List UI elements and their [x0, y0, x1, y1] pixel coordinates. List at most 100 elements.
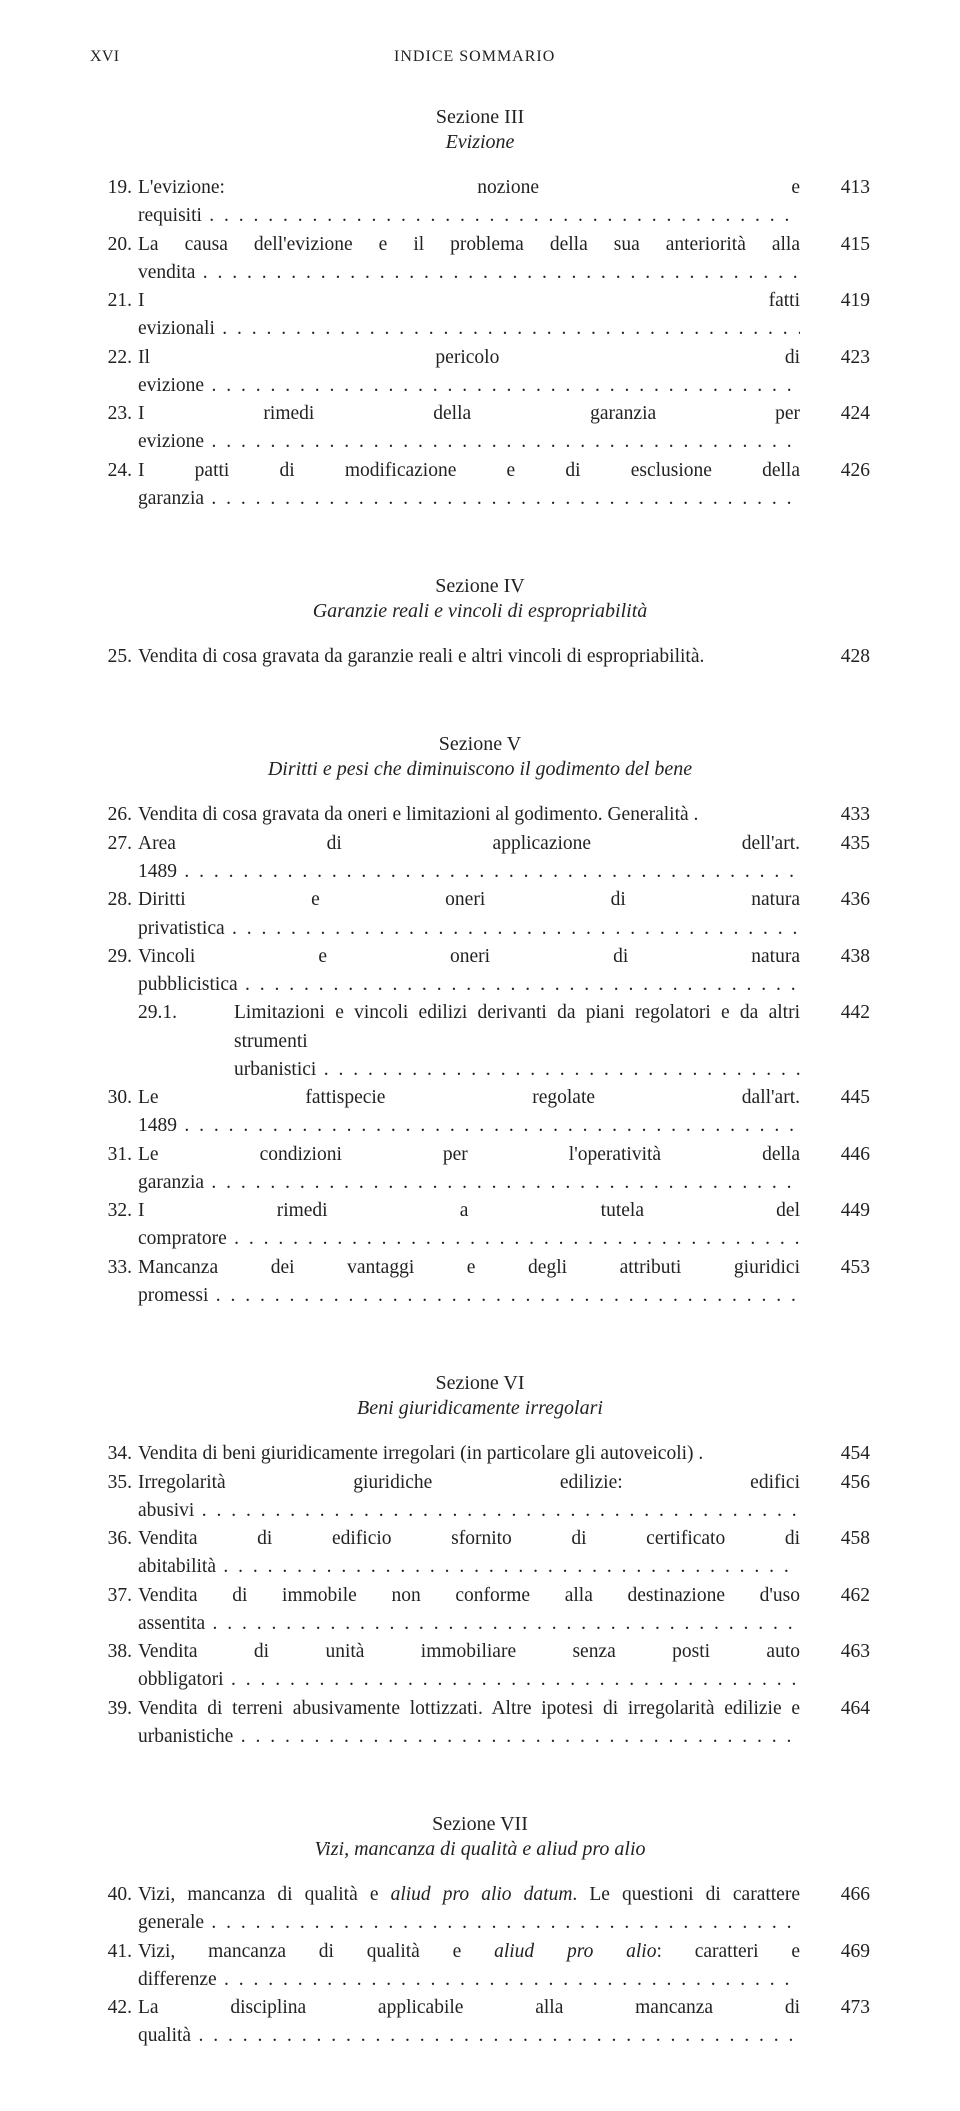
- page-number-top: XVI: [90, 48, 119, 66]
- toc-entry-text: Vendita di cosa gravata da garanzie real…: [138, 643, 800, 671]
- section-subtitle: Garanzie reali e vincoli di espropriabil…: [90, 600, 870, 623]
- toc-entry: 22.Il pericolo di evizione423: [90, 344, 870, 401]
- toc-entry: 30.Le fattispecie regolate dall'art. 148…: [90, 1084, 870, 1141]
- toc-entry-text: I rimedi a tutela del compratore: [138, 1197, 800, 1254]
- toc-entry-page: 424: [800, 400, 870, 428]
- toc-entry: 25.Vendita di cosa gravata da garanzie r…: [90, 643, 870, 671]
- toc-entry-text: Vendita di beni giuridicamente irregolar…: [138, 1440, 800, 1468]
- toc-entry-page: 423: [800, 344, 870, 372]
- toc-entry: 35.Irregolarità giuridiche edilizie: edi…: [90, 1469, 870, 1526]
- toc-entry-page: 442: [800, 999, 870, 1027]
- toc-list: 26.Vendita di cosa gravata da oneri e li…: [90, 801, 870, 1310]
- toc-entry-text: I patti di modificazione e di esclusione…: [138, 457, 800, 514]
- toc-entry-page: 453: [800, 1254, 870, 1282]
- toc-entry-text: I fatti evizionali: [138, 287, 800, 344]
- section-title: Sezione III: [90, 106, 870, 129]
- toc-entry: 36.Vendita di edificio sfornito di certi…: [90, 1525, 870, 1582]
- toc-entry: 42.La disciplina applicabile alla mancan…: [90, 1994, 870, 2051]
- toc-entry-page: 426: [800, 457, 870, 485]
- toc-entry-text: L'evizione: nozione e requisiti: [138, 174, 800, 231]
- toc-entry-page: 449: [800, 1197, 870, 1225]
- section-title: Sezione VI: [90, 1372, 870, 1395]
- toc-entry: 26.Vendita di cosa gravata da oneri e li…: [90, 801, 870, 829]
- toc-entry-number: 25.: [90, 643, 138, 671]
- toc-entry: 21.I fatti evizionali419: [90, 287, 870, 344]
- toc-entry: 40.Vizi, mancanza di qualità e aliud pro…: [90, 1881, 870, 1938]
- section-heading: Sezione IIIEvizione: [90, 106, 870, 154]
- toc-entry-text: Vendita di cosa gravata da oneri e limit…: [138, 801, 800, 829]
- toc-entry-number: 42.: [90, 1994, 138, 2022]
- toc-entry-text: Irregolarità giuridiche edilizie: edific…: [138, 1469, 800, 1526]
- toc-entry-page: 435: [800, 830, 870, 858]
- toc-entry-number: 28.: [90, 886, 138, 914]
- toc-entry-text: Mancanza dei vantaggi e degli attributi …: [138, 1254, 800, 1311]
- toc-entry-text: Vincoli e oneri di natura pubblicistica: [138, 943, 800, 1000]
- toc-entry-number: 27.: [90, 830, 138, 858]
- toc-list: 19.L'evizione: nozione e requisiti413 20.…: [90, 174, 870, 513]
- toc-entry: 38.Vendita di unità immobiliare senza po…: [90, 1638, 870, 1695]
- toc-entry: 32.I rimedi a tutela del compratore449: [90, 1197, 870, 1254]
- toc-entry-page: 456: [800, 1469, 870, 1497]
- section-title: Sezione V: [90, 733, 870, 756]
- section-title: Sezione IV: [90, 575, 870, 598]
- toc-entry: 29.Vincoli e oneri di natura pubblicisti…: [90, 943, 870, 1000]
- toc-entry: 20.La causa dell'evizione e il problema …: [90, 231, 870, 288]
- toc-entry: 41.Vizi, mancanza di qualità e aliud pro…: [90, 1938, 870, 1995]
- toc-entry: 27.Area di applicazione dell'art. 148943…: [90, 830, 870, 887]
- toc-entry-page: 436: [800, 886, 870, 914]
- toc-entry-text: Vendita di terreni abusivamente lottizza…: [138, 1695, 800, 1752]
- section-subtitle: Evizione: [90, 131, 870, 154]
- toc-entry-number: 21.: [90, 287, 138, 315]
- toc-entry: 39.Vendita di terreni abusivamente lotti…: [90, 1695, 870, 1752]
- section-subtitle: Vizi, mancanza di qualità e aliud pro al…: [90, 1838, 870, 1861]
- toc-entry-text: Vendita di immobile non conforme alla de…: [138, 1582, 800, 1639]
- toc-entry-page: 415: [800, 231, 870, 259]
- toc-entry: 37.Vendita di immobile non conforme alla…: [90, 1582, 870, 1639]
- toc-entry-text: I rimedi della garanzia per evizione: [138, 400, 800, 457]
- toc-entry-number: 36.: [90, 1525, 138, 1553]
- toc-entry-number: 31.: [90, 1141, 138, 1169]
- toc-entry-number: 33.: [90, 1254, 138, 1282]
- toc-entry-text: Diritti e oneri di natura privatistica: [138, 886, 800, 943]
- toc-entry: 28.Diritti e oneri di natura privatistic…: [90, 886, 870, 943]
- toc-entry-number: 26.: [90, 801, 138, 829]
- toc-entry-text: Vizi, mancanza di qualità e aliud pro al…: [138, 1938, 800, 1995]
- toc-entry-number: 38.: [90, 1638, 138, 1666]
- toc-entry-number: 29.: [90, 943, 138, 971]
- toc-entry-page: 473: [800, 1994, 870, 2022]
- toc-entry-page: 464: [800, 1695, 870, 1723]
- toc-entry-page: 458: [800, 1525, 870, 1553]
- section-heading: Sezione VIIVizi, mancanza di qualità e a…: [90, 1813, 870, 1861]
- toc-entry-text: Le condizioni per l'operatività della ga…: [138, 1141, 800, 1198]
- toc-entry-page: 466: [800, 1881, 870, 1909]
- section-heading: Sezione VIBeni giuridicamente irregolari: [90, 1372, 870, 1420]
- toc-entry-text: Vizi, mancanza di qualità e aliud pro al…: [138, 1881, 800, 1938]
- toc-entry-number: 40.: [90, 1881, 138, 1909]
- toc-list: 25.Vendita di cosa gravata da garanzie r…: [90, 643, 870, 671]
- toc-entry-page: 419: [800, 287, 870, 315]
- toc-entry-page: 446: [800, 1141, 870, 1169]
- toc-entry-text: La disciplina applicabile alla mancanza …: [138, 1994, 800, 2051]
- toc-entry-number: 32.: [90, 1197, 138, 1225]
- toc-list: 34.Vendita di beni giuridicamente irrego…: [90, 1440, 870, 1751]
- toc-entry-text: Vendita di edificio sfornito di certific…: [138, 1525, 800, 1582]
- section-heading: Sezione IVGaranzie reali e vincoli di es…: [90, 575, 870, 623]
- toc-entry: 33.Mancanza dei vantaggi e degli attribu…: [90, 1254, 870, 1311]
- toc-entry-page: 438: [800, 943, 870, 971]
- toc-entry-number: 29.1.: [90, 999, 234, 1027]
- toc-entry-page: 433: [800, 801, 870, 829]
- toc-entry-number: 41.: [90, 1938, 138, 1966]
- toc-entry-page: 445: [800, 1084, 870, 1112]
- toc-entry-number: 24.: [90, 457, 138, 485]
- toc-list: 40.Vizi, mancanza di qualità e aliud pro…: [90, 1881, 870, 2051]
- toc-entry-page: 469: [800, 1938, 870, 1966]
- toc-entry-number: 20.: [90, 231, 138, 259]
- toc-entry: 29.1.Limitazioni e vincoli edilizi deriv…: [90, 999, 870, 1084]
- toc-entry-number: 39.: [90, 1695, 138, 1723]
- toc-entry-text: Limitazioni e vincoli edilizi derivanti …: [234, 999, 800, 1084]
- toc-entry-number: 19.: [90, 174, 138, 202]
- toc-entry-page: 413: [800, 174, 870, 202]
- toc-entry-number: 22.: [90, 344, 138, 372]
- toc-entry-page: 454: [800, 1440, 870, 1468]
- toc-entry-text: La causa dell'evizione e il problema del…: [138, 231, 800, 288]
